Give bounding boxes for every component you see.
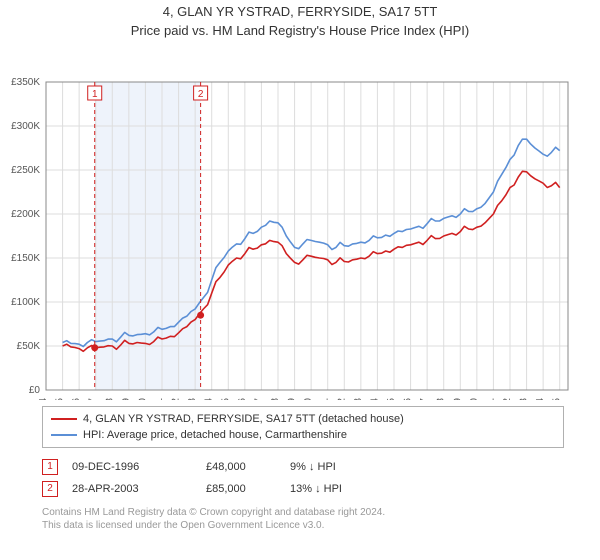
transactions-table: 1 09-DEC-1996 £48,000 9% ↓ HPI 2 28-APR-… [42, 456, 564, 500]
table-row: 2 28-APR-2003 £85,000 13% ↓ HPI [42, 478, 564, 500]
copyright: Contains HM Land Registry data © Crown c… [42, 506, 564, 532]
legend-label-price: 4, GLAN YR YSTRAD, FERRYSIDE, SA17 5TT (… [83, 413, 404, 425]
svg-text:£0: £0 [29, 385, 41, 396]
copyright-line: This data is licensed under the Open Gov… [42, 519, 564, 532]
svg-text:2010: 2010 [303, 397, 314, 399]
svg-text:2018: 2018 [436, 397, 447, 399]
svg-text:2017: 2017 [419, 397, 430, 399]
svg-text:2000: 2000 [137, 397, 148, 399]
svg-text:1995: 1995 [55, 397, 66, 399]
svg-text:2021: 2021 [485, 397, 496, 399]
svg-text:2006: 2006 [237, 397, 248, 399]
svg-text:£350K: £350K [11, 77, 40, 88]
svg-text:2002: 2002 [171, 397, 182, 399]
svg-text:2005: 2005 [220, 397, 231, 399]
svg-text:2020: 2020 [469, 397, 480, 399]
svg-text:2009: 2009 [287, 397, 298, 399]
legend-item-price: 4, GLAN YR YSTRAD, FERRYSIDE, SA17 5TT (… [51, 411, 555, 427]
title-main: 4, GLAN YR YSTRAD, FERRYSIDE, SA17 5TT [0, 4, 600, 21]
svg-text:2014: 2014 [369, 397, 380, 399]
transaction-date: 09-DEC-1996 [72, 461, 192, 473]
svg-text:2013: 2013 [353, 397, 364, 399]
svg-text:2011: 2011 [320, 397, 331, 399]
svg-text:£100K: £100K [11, 297, 40, 308]
svg-text:2023: 2023 [519, 397, 530, 399]
svg-text:2015: 2015 [386, 397, 397, 399]
legend-swatch-price [51, 418, 77, 420]
transaction-marker-icon: 2 [42, 481, 58, 497]
chart-titles: 4, GLAN YR YSTRAD, FERRYSIDE, SA17 5TT P… [0, 0, 600, 40]
svg-text:£50K: £50K [17, 341, 41, 352]
svg-text:2004: 2004 [204, 397, 215, 399]
transaction-date: 28-APR-2003 [72, 483, 192, 495]
table-row: 1 09-DEC-1996 £48,000 9% ↓ HPI [42, 456, 564, 478]
legend-swatch-hpi [51, 434, 77, 436]
svg-text:2001: 2001 [154, 397, 165, 399]
transaction-price: £85,000 [206, 483, 276, 495]
svg-text:1: 1 [92, 89, 98, 100]
svg-text:2012: 2012 [336, 397, 347, 399]
svg-text:1997: 1997 [88, 397, 99, 399]
transaction-diff: 9% ↓ HPI [290, 461, 400, 473]
svg-text:2: 2 [198, 89, 204, 100]
svg-text:1999: 1999 [121, 397, 132, 399]
svg-text:2019: 2019 [452, 397, 463, 399]
transaction-price: £48,000 [206, 461, 276, 473]
price-chart: £0 £50K £100K £150K £200K £250K £300K £350K 1994… [0, 40, 600, 400]
transaction-diff: 13% ↓ HPI [290, 483, 400, 495]
title-sub: Price paid vs. HM Land Registry's House … [0, 23, 600, 40]
svg-text:£150K: £150K [11, 253, 40, 264]
svg-text:2022: 2022 [502, 397, 513, 399]
legend: 4, GLAN YR YSTRAD, FERRYSIDE, SA17 5TT (… [42, 406, 564, 448]
svg-text:2003: 2003 [187, 397, 198, 399]
svg-text:£300K: £300K [11, 121, 40, 132]
legend-label-hpi: HPI: Average price, detached house, Carm… [83, 429, 347, 441]
svg-text:1996: 1996 [71, 397, 82, 399]
svg-text:£200K: £200K [11, 209, 40, 220]
svg-text:2024: 2024 [535, 397, 546, 399]
legend-item-hpi: HPI: Average price, detached house, Carm… [51, 427, 555, 443]
transaction-marker-icon: 1 [42, 459, 58, 475]
svg-text:£250K: £250K [11, 165, 40, 176]
svg-text:2007: 2007 [253, 397, 264, 399]
svg-text:1998: 1998 [104, 397, 115, 399]
svg-text:1994: 1994 [38, 397, 49, 399]
copyright-line: Contains HM Land Registry data © Crown c… [42, 506, 564, 519]
svg-text:2016: 2016 [403, 397, 414, 399]
svg-text:2008: 2008 [270, 397, 281, 399]
svg-text:2025: 2025 [552, 397, 563, 399]
